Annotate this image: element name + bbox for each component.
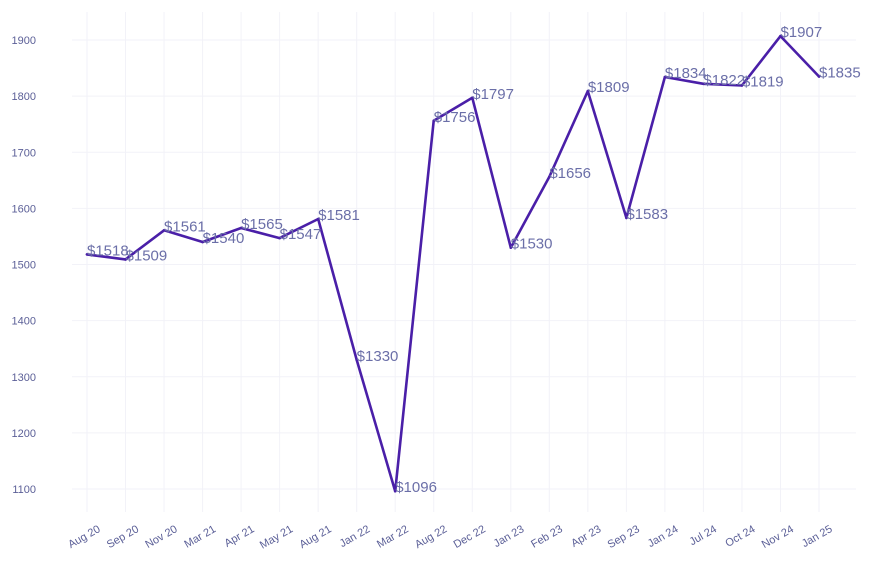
- x-tick-label: Apr 23: [569, 523, 603, 550]
- y-tick-label: 1500: [12, 260, 36, 272]
- data-label: $1530: [511, 236, 553, 253]
- grid-layer: [72, 12, 856, 512]
- data-point: [470, 96, 474, 100]
- data-label: $1656: [549, 165, 591, 182]
- data-label: $1907: [780, 24, 822, 41]
- data-label: $1509: [126, 247, 168, 264]
- x-tick-label: Apr 21: [223, 523, 257, 550]
- data-label: $1540: [203, 230, 245, 247]
- data-label: $1518: [87, 242, 129, 259]
- data-point: [278, 236, 281, 240]
- data-point: [586, 89, 590, 93]
- data-label: $1581: [318, 207, 360, 224]
- data-point: [702, 82, 705, 86]
- data-label: $1797: [472, 86, 514, 103]
- data-labels: $1518$1509 $1561$1540$1565$1547 $1581 $1330…: [85, 24, 861, 496]
- x-tick-label: Oct 24: [723, 523, 757, 550]
- data-point: [432, 119, 436, 123]
- y-tick-label: 1900: [12, 35, 36, 47]
- data-point: [355, 358, 358, 362]
- data-point: [548, 175, 551, 179]
- x-tick-label: Aug 20: [66, 523, 102, 551]
- data-label: $1834: [665, 65, 707, 82]
- x-tick-label: May 21: [258, 523, 295, 551]
- y-tick-label: 1800: [12, 91, 36, 103]
- data-point: [740, 84, 744, 87]
- data-label: $1565: [241, 216, 283, 233]
- x-tick-label: Aug 21: [297, 523, 333, 551]
- x-tick-label: Sep 20: [105, 523, 141, 551]
- x-tick-label: Sep 23: [606, 523, 642, 551]
- data-point: [162, 228, 166, 232]
- x-tick-label: Dec 22: [452, 523, 488, 551]
- x-tick-label: Mar 22: [375, 523, 411, 551]
- x-tick-label: Nov 24: [760, 523, 796, 551]
- data-label: $1096: [395, 479, 437, 496]
- y-tick-label: 1600: [12, 203, 36, 215]
- y-axis-ticks: 1100 1200 1300 1400 1500 1600 1700 1800 1900: [12, 35, 36, 496]
- data-label: $1819: [742, 73, 784, 90]
- y-tick-label: 1700: [12, 147, 36, 159]
- x-tick-label: Nov 20: [143, 523, 179, 551]
- x-tick-label: Jul 24: [687, 523, 718, 548]
- data-point: [393, 489, 397, 493]
- data-label: $1330: [357, 348, 399, 365]
- y-tick-label: 1400: [12, 316, 36, 328]
- x-tick-label: Jan 24: [646, 523, 681, 550]
- y-tick-label: 1300: [12, 372, 36, 384]
- data-label: $1835: [819, 64, 861, 81]
- y-tick-label: 1100: [12, 484, 36, 496]
- x-tick-label: Jan 22: [338, 523, 373, 550]
- data-point: [239, 226, 243, 230]
- x-tick-label: Jan 25: [800, 523, 835, 550]
- x-tick-label: Jan 23: [492, 523, 527, 550]
- x-tick-label: Mar 21: [182, 523, 218, 551]
- series-line: [85, 34, 821, 493]
- data-label: $1822: [703, 72, 745, 89]
- data-point: [663, 75, 667, 79]
- x-tick-label: Aug 22: [413, 523, 449, 551]
- data-label: $1547: [280, 226, 322, 243]
- data-point: [201, 240, 204, 244]
- data-label: $1561: [164, 218, 206, 235]
- data-label: $1809: [588, 79, 630, 96]
- data-point: [625, 216, 628, 220]
- data-point: [85, 253, 89, 256]
- x-axis-ticks: Aug 20 Sep 20 Nov 20 Mar 21 Apr 21 May 21 Aug …: [66, 523, 834, 551]
- data-point: [817, 75, 821, 78]
- y-tick-label: 1200: [12, 428, 36, 440]
- data-point: [316, 217, 320, 221]
- x-tick-label: Feb 23: [529, 523, 565, 551]
- data-label: $1756: [434, 109, 476, 126]
- data-point: [509, 246, 513, 249]
- data-label: $1583: [626, 206, 668, 223]
- data-point: [124, 258, 127, 261]
- data-point: [779, 34, 782, 38]
